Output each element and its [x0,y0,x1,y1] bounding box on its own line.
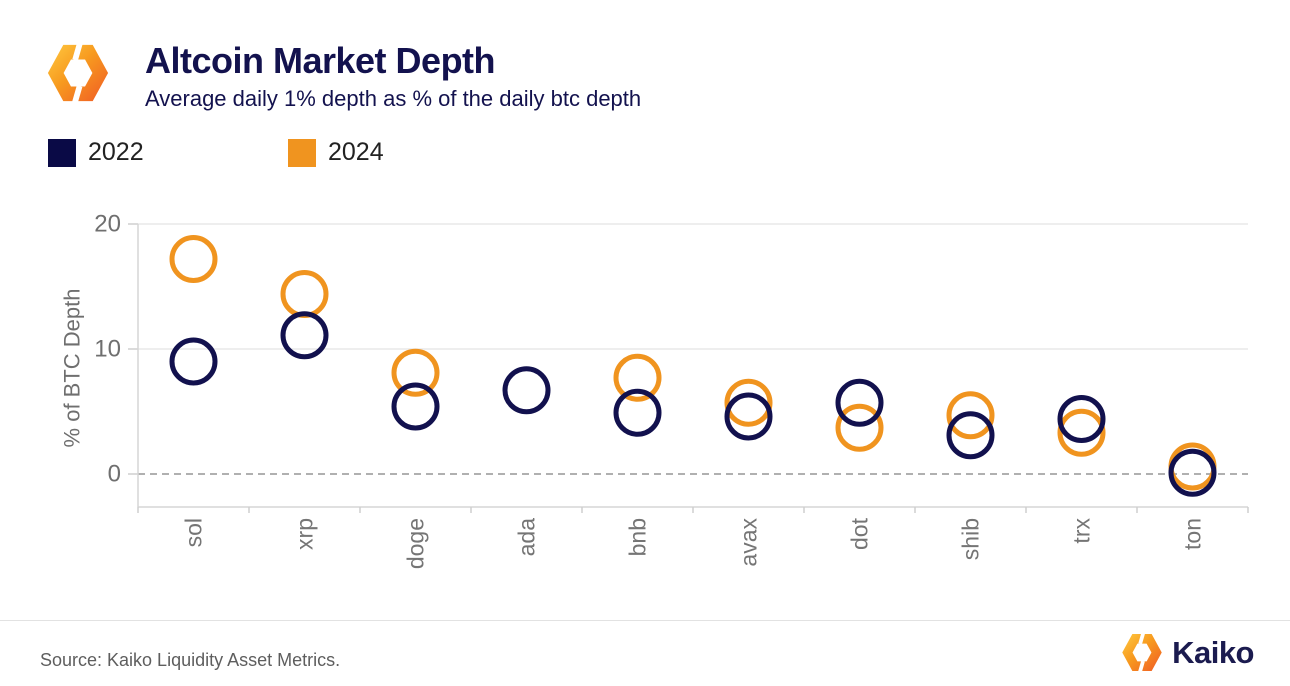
data-point-2024-xrp [280,270,329,318]
page-subtitle: Average daily 1% depth as % of the daily… [145,85,642,111]
x-category-label-shib: shib [958,518,984,560]
data-point-2024-dot [835,403,884,452]
data-point-2022-avax [724,392,773,441]
data-point-2022-bnb [613,388,662,437]
legend-item-2022: 2022 [48,138,144,167]
y-tick-label: 20 [94,211,121,238]
x-category-label-ada: ada [514,518,540,557]
data-point-2022-trx [1057,395,1106,443]
data-point-2022-ada [502,366,551,415]
data-point-2024-trx [1057,408,1106,457]
x-category-label-doge: doge [403,518,429,569]
data-point-2024-doge [391,348,440,397]
kaiko-wordmark: Kaiko [1172,634,1254,670]
y-tick-label: 10 [94,336,121,363]
footer-divider [0,620,1290,621]
source-text: Source: Kaiko Liquidity Asset Metrics. [40,650,341,670]
y-tick-label: 0 [108,461,121,488]
legend-swatch-2022-icon [48,138,76,167]
legend-label-2024: 2024 [328,138,384,166]
legend-label-2022: 2022 [88,138,144,166]
x-category-label-ton: ton [1180,518,1206,550]
y-axis-title: % of BTC Depth [60,289,85,448]
kaiko-footer-logo: Kaiko [1121,631,1254,674]
data-point-2024-shib [946,391,995,440]
kaiko-logo-icon [46,38,110,108]
x-category-label-xrp: xrp [292,518,318,550]
data-point-2024-sol [169,235,218,283]
data-point-2022-doge [391,382,440,431]
data-point-2022-sol [169,337,218,386]
x-category-label-dot: dot [847,517,873,550]
x-category-label-trx: trx [1069,518,1095,544]
data-point-2024-bnb [613,353,662,402]
x-category-label-avax: avax [736,518,762,567]
data-point-2022-xrp [280,311,329,360]
x-category-label-bnb: bnb [625,518,651,556]
legend-swatch-2024-icon [288,138,316,167]
header-titles: Altcoin Market Depth Average daily 1% de… [145,42,641,111]
x-category-label-sol: sol [181,518,207,547]
legend-item-2024: 2024 [288,138,384,167]
data-point-2024-avax [724,378,773,427]
data-point-2022-ton [1168,448,1217,497]
data-point-2022-shib [946,411,995,460]
data-point-2022-dot [835,378,884,427]
page-title: Altcoin Market Depth [145,40,496,81]
kaiko-footer-logo-icon [1122,631,1162,674]
